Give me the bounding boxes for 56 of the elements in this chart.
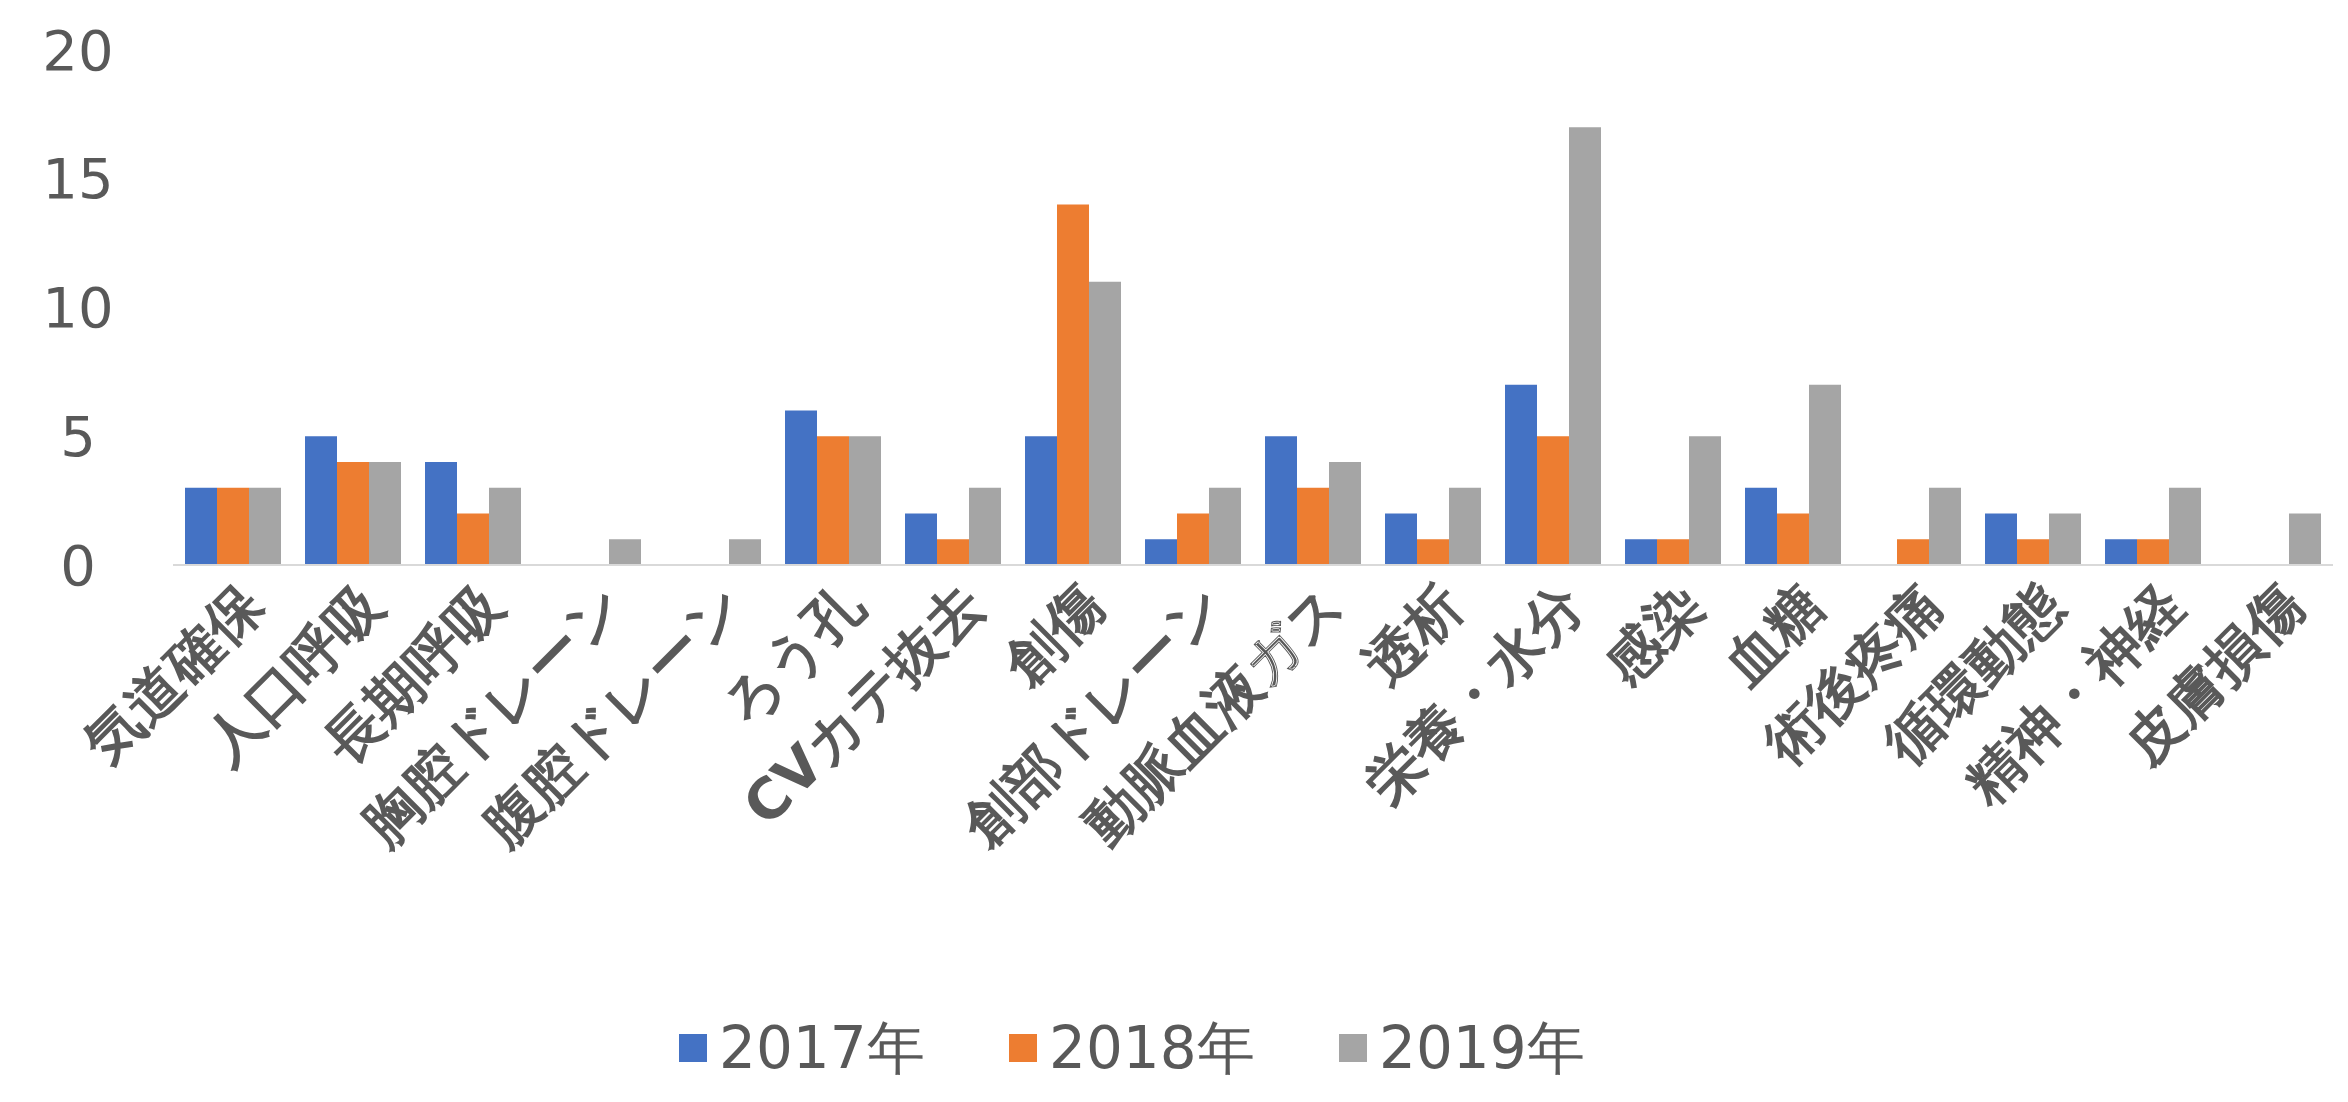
- bar: [2017, 539, 2049, 565]
- y-tick-label: 10: [42, 275, 114, 341]
- bar: [185, 487, 217, 565]
- bar: [305, 436, 337, 565]
- bar: [2105, 539, 2137, 565]
- bar: [1057, 204, 1089, 565]
- bar: [1777, 513, 1809, 565]
- bar: [1625, 539, 1657, 565]
- bar: [1985, 513, 2017, 565]
- bar: [1265, 436, 1297, 565]
- bar: [217, 487, 249, 565]
- bar: [2137, 539, 2169, 565]
- bar: [1505, 384, 1537, 565]
- bar: [249, 487, 281, 565]
- legend-label: 2017年: [719, 1014, 925, 1083]
- bar: [425, 462, 457, 565]
- bar: [729, 539, 761, 565]
- bar: [369, 462, 401, 565]
- bar: [1449, 487, 1481, 565]
- bar: [2169, 487, 2201, 565]
- bar: [905, 513, 937, 565]
- x-tick-label: 感染: [1590, 572, 1717, 698]
- y-tick-label: 5: [60, 403, 96, 469]
- y-tick-label: 0: [60, 532, 96, 598]
- bar: [1329, 462, 1361, 565]
- bar: [849, 436, 881, 565]
- bar: [609, 539, 641, 565]
- bar: [1297, 487, 1329, 565]
- bar: [489, 487, 521, 565]
- legend-label: 2019年: [1379, 1014, 1585, 1083]
- y-tick-label: 15: [42, 146, 114, 212]
- bar: [1417, 539, 1449, 565]
- bar: [1025, 436, 1057, 565]
- bar: [1897, 539, 1929, 565]
- bar: [785, 410, 817, 565]
- bar: [337, 462, 369, 565]
- bar: [1537, 436, 1569, 565]
- bar: [1089, 281, 1121, 565]
- bar: [1385, 513, 1417, 565]
- bar: [2049, 513, 2081, 565]
- bar: [2289, 513, 2321, 565]
- bar: [1745, 487, 1777, 565]
- bar: [1145, 539, 1177, 565]
- bar: [1929, 487, 1961, 565]
- bar: [1569, 127, 1601, 565]
- legend-label: 2018年: [1049, 1014, 1255, 1083]
- bar: [1177, 513, 1209, 565]
- bar: [457, 513, 489, 565]
- bar: [1209, 487, 1241, 565]
- bar: [937, 539, 969, 565]
- bar: [1689, 436, 1721, 565]
- y-tick-label: 20: [42, 17, 114, 83]
- bar: [1657, 539, 1689, 565]
- bar: [969, 487, 1001, 565]
- bar: [1809, 384, 1841, 565]
- bar: [817, 436, 849, 565]
